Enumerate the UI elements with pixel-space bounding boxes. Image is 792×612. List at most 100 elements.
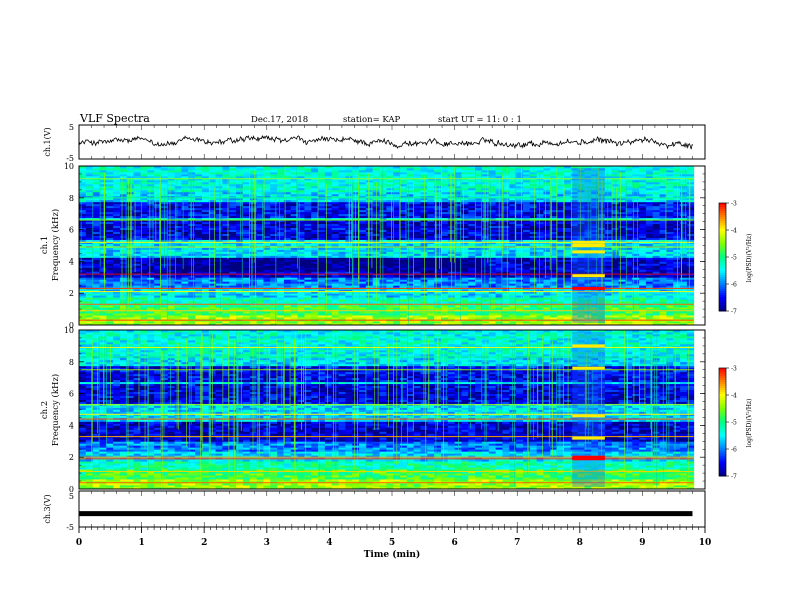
spectrogram-cell bbox=[386, 267, 394, 270]
spectrogram-cell bbox=[201, 235, 210, 238]
spectrogram-cell bbox=[441, 171, 449, 175]
spectrogram-cell bbox=[160, 277, 169, 280]
spectrogram-cell bbox=[454, 183, 462, 187]
spectrogram-cell bbox=[133, 243, 141, 246]
spectrogram-cell bbox=[338, 259, 346, 262]
spectrogram-cell bbox=[181, 187, 189, 191]
spectrogram-cell bbox=[119, 213, 128, 217]
spectrogram-cell bbox=[331, 259, 339, 262]
spectrogram-cell bbox=[434, 201, 442, 205]
spectrogram-cell bbox=[154, 211, 162, 215]
spectrogram-cell bbox=[434, 191, 442, 195]
spectrogram-cell bbox=[195, 233, 203, 236]
spectrogram-cell bbox=[400, 211, 408, 215]
spectrogram-cell bbox=[113, 219, 121, 223]
spectrogram-cell bbox=[434, 205, 442, 209]
spectrogram-cell bbox=[372, 313, 380, 316]
spectrogram-cell bbox=[222, 271, 230, 274]
spectrogram-cell bbox=[324, 293, 333, 296]
spectrogram-cell bbox=[359, 251, 367, 254]
spectrogram-cell bbox=[427, 259, 435, 262]
spectrogram-cell bbox=[215, 271, 223, 274]
spectrogram-cell bbox=[195, 255, 203, 258]
spectrogram-cell bbox=[304, 299, 312, 302]
spectrogram-cell bbox=[447, 167, 456, 171]
spectrogram-cell bbox=[283, 311, 292, 314]
spectrogram-cell bbox=[359, 201, 367, 205]
spectrogram-cell bbox=[454, 187, 462, 191]
spectrogram-cell bbox=[79, 219, 87, 223]
spectrogram-cell bbox=[181, 261, 189, 264]
spectrogram-cell bbox=[263, 221, 271, 225]
spectrogram-cell bbox=[113, 209, 121, 213]
spectrogram-cell bbox=[249, 259, 257, 262]
spectrogram-cell bbox=[468, 323, 476, 326]
spectrogram-cell bbox=[133, 313, 141, 316]
spectrogram-cell bbox=[270, 283, 278, 286]
spectrogram-cell bbox=[113, 197, 121, 201]
spectrogram-cell bbox=[174, 255, 182, 258]
spectrogram-cell bbox=[133, 277, 141, 280]
spectrogram-cell bbox=[270, 221, 278, 225]
spectrogram-cell bbox=[283, 251, 292, 254]
spectrogram-cell bbox=[331, 315, 339, 318]
spectrogram-cell bbox=[113, 295, 121, 298]
spectrogram-cell bbox=[140, 243, 148, 246]
spectrogram-cell bbox=[277, 195, 285, 199]
spectrogram-cell bbox=[154, 217, 162, 221]
spectrogram-cell bbox=[427, 281, 435, 284]
spectrogram-cell bbox=[174, 267, 182, 270]
spectrogram-cell bbox=[160, 305, 169, 308]
spectrogram-cell bbox=[222, 265, 230, 268]
spectrogram-cell bbox=[461, 189, 469, 193]
spectrogram-cell bbox=[400, 305, 408, 308]
spectrogram-cell bbox=[181, 179, 189, 183]
spectrogram-cell bbox=[92, 166, 100, 169]
spectrogram-cell bbox=[188, 321, 196, 324]
spectrogram-cell bbox=[400, 189, 408, 193]
spectrogram-cell bbox=[290, 221, 298, 225]
spectrogram-cell bbox=[222, 213, 230, 217]
spectrogram-cell bbox=[413, 215, 421, 219]
spectrogram-cell bbox=[318, 187, 326, 191]
spectrogram-cell bbox=[338, 311, 346, 314]
spectrogram-cell bbox=[174, 283, 182, 286]
spectrogram-cell bbox=[441, 211, 449, 215]
spectrogram-cell bbox=[222, 195, 230, 199]
spectrogram-cell bbox=[365, 299, 374, 302]
spectrogram-cell bbox=[99, 191, 107, 195]
spectrogram-cell bbox=[195, 225, 203, 229]
spectrogram-cell bbox=[174, 297, 182, 300]
spectrogram-cell bbox=[427, 289, 435, 292]
spectrogram-cell bbox=[427, 205, 435, 209]
spectrogram-cell bbox=[167, 201, 176, 205]
spectrogram-cell bbox=[461, 285, 469, 288]
spectrogram-cell bbox=[140, 231, 148, 234]
spectrogram-cell bbox=[359, 229, 367, 232]
spectrogram-cell bbox=[324, 261, 333, 264]
spectrogram-cell bbox=[359, 307, 367, 310]
spectrogram-cell bbox=[331, 193, 339, 197]
spectrogram-cell bbox=[386, 293, 394, 296]
spectrogram-cell bbox=[461, 205, 469, 209]
spectrogram-cell bbox=[188, 315, 196, 318]
spectrogram-cell bbox=[338, 221, 346, 225]
spectrogram-cell bbox=[324, 317, 333, 320]
spectrogram-cell bbox=[447, 299, 456, 302]
spectrogram-cell bbox=[160, 267, 169, 270]
spectrogram-cell bbox=[345, 293, 353, 296]
spectrogram-cell bbox=[167, 189, 176, 193]
spectrogram-cell bbox=[229, 253, 237, 256]
spectrogram-cell bbox=[413, 231, 421, 234]
spectrogram-cell bbox=[85, 311, 94, 314]
spectrogram-cell bbox=[304, 317, 312, 320]
spectrogram-cell bbox=[434, 279, 442, 282]
spectrogram-cell bbox=[290, 243, 298, 246]
spectrogram-cell bbox=[133, 295, 141, 298]
spectrogram-cell bbox=[79, 255, 87, 258]
spectrogram-cell bbox=[263, 167, 271, 171]
spectrogram-cell bbox=[413, 285, 421, 288]
spectrogram-cell bbox=[154, 237, 162, 240]
spectrogram-cell bbox=[79, 185, 87, 189]
spectrogram-cell bbox=[461, 291, 469, 294]
